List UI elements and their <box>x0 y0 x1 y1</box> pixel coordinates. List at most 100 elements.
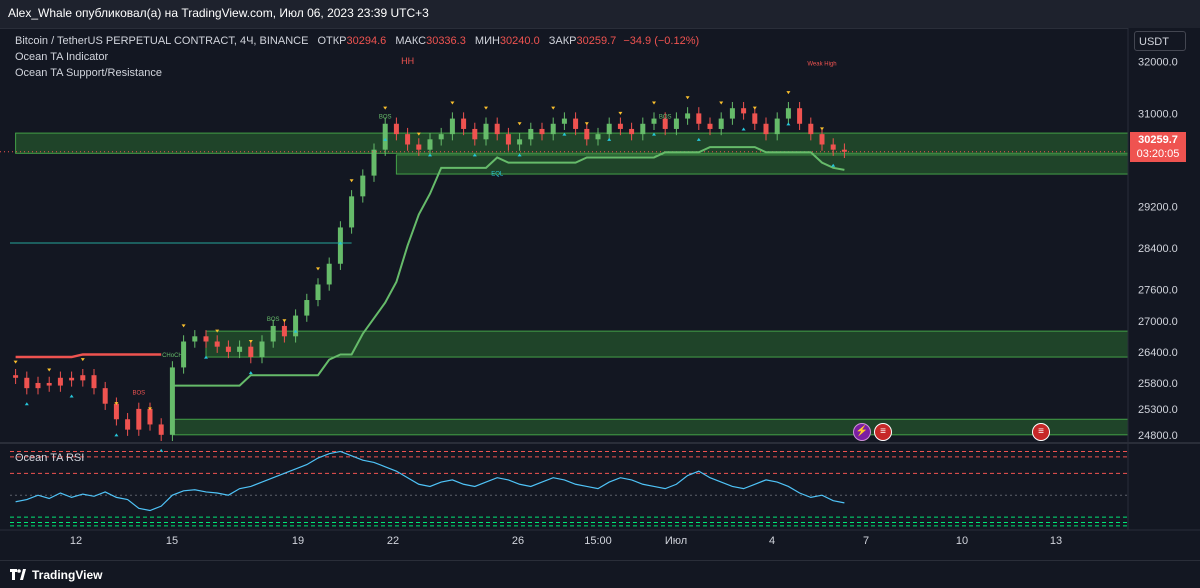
time-tick-7: 4 <box>769 535 775 547</box>
marker-high-63 <box>719 101 724 105</box>
axes: 32000.031000.030200.029200.028400.027600… <box>0 28 1200 560</box>
candle-body-24 <box>281 325 287 337</box>
marker-high-24 <box>282 319 287 323</box>
marker-high-18 <box>215 329 220 333</box>
marker-low-61 <box>696 137 701 141</box>
marker-low-25 <box>293 329 298 333</box>
candle-body-13 <box>158 424 164 435</box>
time-tick-9: 10 <box>956 535 968 547</box>
marker-high-51 <box>584 122 589 126</box>
candle-body-23 <box>270 325 276 342</box>
candle-body-16 <box>192 336 198 342</box>
candle-body-29 <box>337 227 343 264</box>
time-tick-6: Июл <box>665 535 687 547</box>
candle-body-69 <box>785 108 791 119</box>
lightning-event-icon[interactable]: ⚡ <box>853 423 871 441</box>
us-flag-event-icon[interactable]: ≡ <box>874 423 892 441</box>
candle-body-37 <box>427 139 433 150</box>
chart-canvas[interactable]: HH BOS BOS CHoCH BOS BOS EQL Weak High 80.0040.… <box>0 28 1200 560</box>
structure-label-2: BOS <box>267 317 280 323</box>
last-price: 30259.7 <box>1138 134 1178 146</box>
candle-body-35 <box>405 134 411 145</box>
marker-low-41 <box>472 153 477 157</box>
candle-body-68 <box>774 118 780 135</box>
candle-body-26 <box>304 300 310 316</box>
candle-body-19 <box>225 346 231 352</box>
rsi-pane-label[interactable]: Ocean TA RSI <box>15 452 85 464</box>
legend-close-value: 30259.7 <box>576 35 617 47</box>
marker-low-73 <box>831 163 836 167</box>
marker-low-9 <box>114 433 119 437</box>
candles <box>13 101 847 442</box>
candle-body-49 <box>561 118 567 124</box>
price-tick-8: 25800.0 <box>1138 378 1178 390</box>
candle-body-22 <box>259 341 265 358</box>
marker-high-27 <box>316 267 320 271</box>
candle-body-1 <box>24 377 30 389</box>
candle-body-65 <box>741 108 747 114</box>
marker-low-53 <box>607 137 612 141</box>
legend-indicator-1[interactable]: Ocean TA Indicator <box>15 51 109 63</box>
last-price-tag: 30259.7 03:20:05 <box>1130 132 1186 162</box>
candle-body-57 <box>651 118 657 124</box>
candle-body-70 <box>797 108 803 124</box>
marker-high-33 <box>383 106 388 110</box>
marker-low-5 <box>69 394 74 398</box>
marker-low-45 <box>517 153 522 157</box>
legend-open-label: ОТКР <box>317 35 347 47</box>
marker-high-9 <box>114 402 119 406</box>
legend-indicator-2[interactable]: Ocean TA Support/Resistance <box>15 67 162 79</box>
legend-close-label: ЗАКР <box>548 35 577 47</box>
time-tick-4: 26 <box>512 535 524 547</box>
candle-body-34 <box>393 123 399 135</box>
footer-brand: TradingView <box>32 568 103 582</box>
time-tick-5: 15:00 <box>584 535 612 547</box>
publisher-text: Alex_Whale опубликовал(а) на TradingView… <box>8 6 429 20</box>
footer-bar: TradingView <box>0 560 1200 588</box>
candle-body-66 <box>752 113 758 124</box>
chart-legend: Bitcoin / TetherUS PERPETUAL CONTRACT, 4… <box>15 33 699 81</box>
marker-high-69 <box>786 91 791 95</box>
time-tick-1: 15 <box>166 535 178 547</box>
candle-body-18 <box>214 341 220 347</box>
candle-body-63 <box>718 118 724 129</box>
marker-low-17 <box>204 355 208 359</box>
currency-button[interactable]: USDT <box>1134 31 1186 51</box>
marker-high-72 <box>820 127 824 131</box>
marker-low-57 <box>652 132 656 136</box>
candle-body-30 <box>349 196 355 228</box>
candle-body-21 <box>248 346 254 358</box>
trend-lines <box>0 146 1128 387</box>
marker-low-69 <box>786 122 791 126</box>
candle-body-8 <box>102 388 108 404</box>
marker-low-65 <box>741 127 746 131</box>
candle-body-44 <box>505 134 511 145</box>
candle-body-46 <box>528 128 534 140</box>
support-zone-0 <box>15 132 1129 154</box>
support-resistance-zones <box>15 132 1129 436</box>
price-tick-3: 29200.0 <box>1138 202 1178 214</box>
support-zone-2 <box>205 330 1129 358</box>
candle-body-48 <box>550 123 556 135</box>
candle-body-4 <box>57 377 63 386</box>
marker-high-6 <box>80 358 85 362</box>
candle-body-71 <box>808 123 814 135</box>
marker-high-60 <box>685 96 690 100</box>
legend-symbol-row: Bitcoin / TetherUS PERPETUAL CONTRACT, 4… <box>15 33 699 49</box>
structure-label-0: HH <box>401 56 414 66</box>
marker-high-66 <box>752 106 757 110</box>
marker-high-21 <box>248 339 253 343</box>
price-tick-10: 24800.0 <box>1138 430 1178 442</box>
structure-label-6: EQL <box>491 172 504 178</box>
candle-body-7 <box>91 375 97 389</box>
legend-high-label: МАКС <box>395 35 427 47</box>
marker-low-37 <box>428 153 432 157</box>
legend-low-value: 30240.0 <box>499 35 540 47</box>
candle-body-45 <box>517 139 523 145</box>
marker-low-29 <box>338 241 343 245</box>
time-tick-8: 7 <box>863 535 869 547</box>
uptrend-line <box>172 146 845 387</box>
candle-body-2 <box>35 382 41 389</box>
us-flag-event-icon-2[interactable]: ≡ <box>1032 423 1050 441</box>
candle-body-54 <box>617 123 623 129</box>
